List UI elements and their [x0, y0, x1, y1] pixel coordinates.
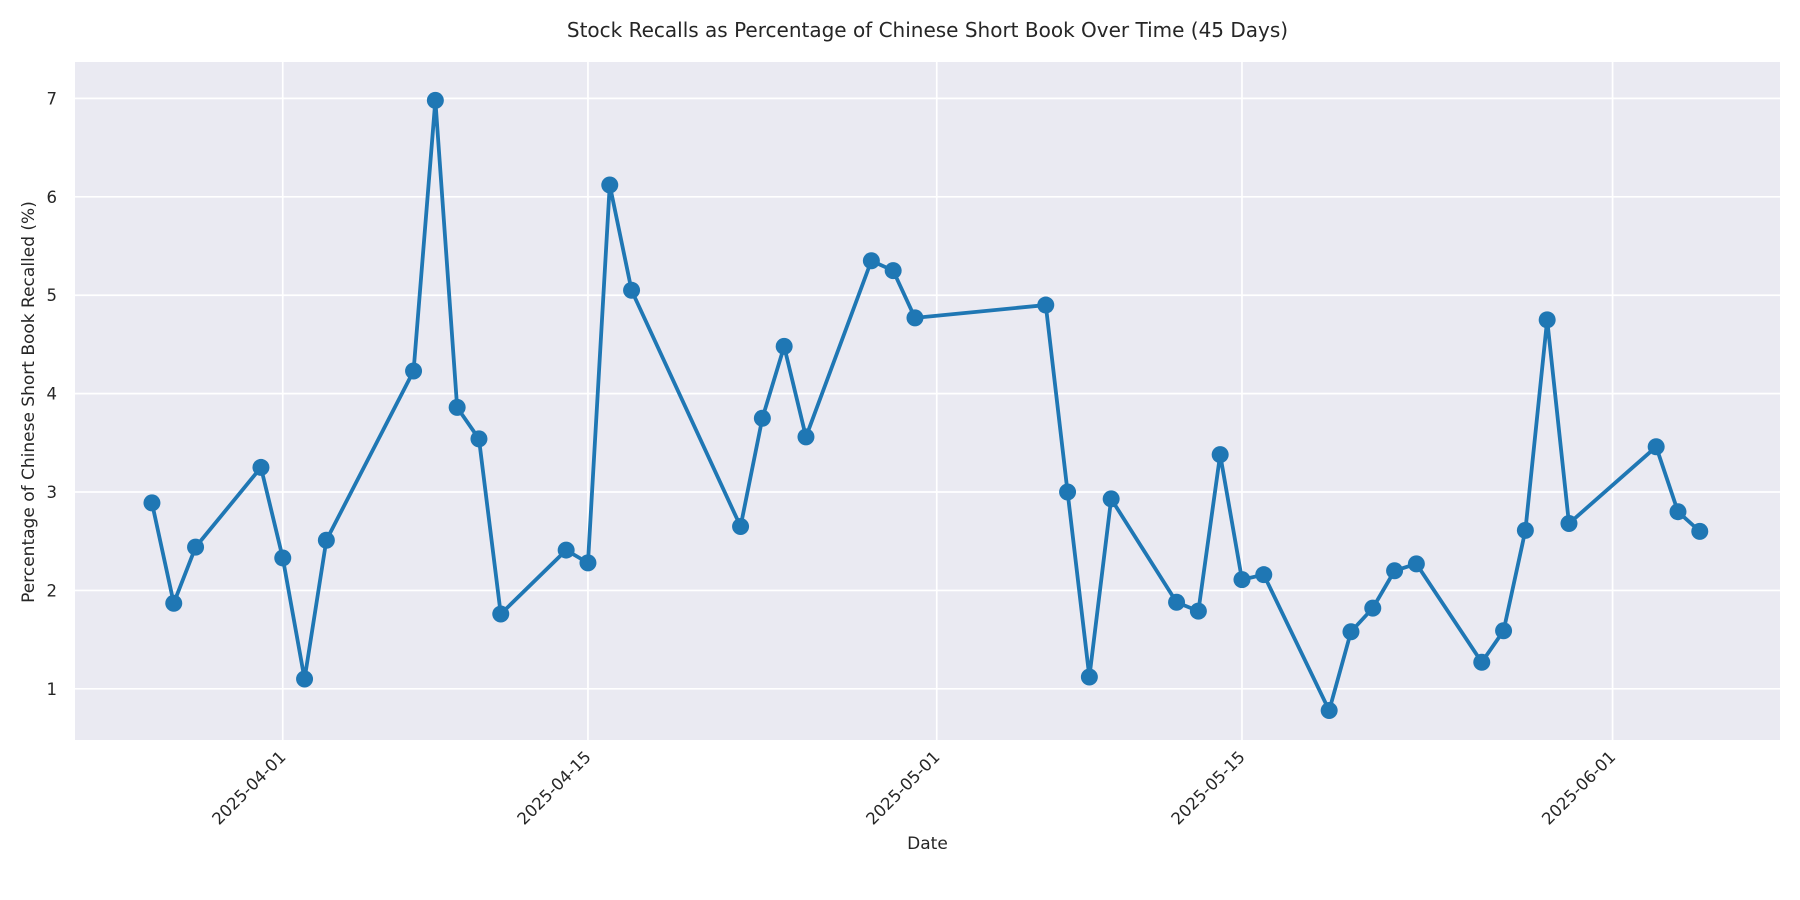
data-point — [1386, 562, 1404, 580]
data-point — [601, 176, 619, 194]
data-point — [1495, 622, 1513, 640]
data-point — [187, 538, 205, 556]
data-point — [884, 262, 902, 280]
data-point — [1080, 668, 1098, 686]
data-point — [1211, 446, 1229, 464]
y-tick-label: 6 — [47, 188, 58, 207]
data-point — [252, 458, 270, 476]
y-tick-label: 7 — [47, 89, 58, 108]
data-point — [492, 605, 510, 623]
data-point — [579, 554, 597, 572]
x-axis-label: Date — [907, 834, 948, 854]
data-point — [1647, 438, 1665, 456]
data-point — [797, 428, 815, 446]
y-tick-label: 4 — [47, 385, 58, 404]
data-point — [1560, 515, 1578, 533]
data-point — [732, 517, 750, 535]
data-point — [1407, 555, 1425, 573]
data-point — [426, 91, 444, 109]
data-point — [1168, 593, 1186, 611]
data-point — [1342, 623, 1360, 641]
x-tick-label: 2025-04-01 — [208, 747, 289, 828]
x-tick-label: 2025-04-15 — [514, 747, 595, 828]
data-point — [448, 398, 466, 416]
data-point — [296, 670, 314, 688]
plot-area — [75, 62, 1780, 740]
data-point — [1538, 311, 1556, 329]
data-point — [1516, 521, 1534, 539]
x-tick-label: 2025-05-01 — [862, 747, 943, 828]
data-point — [1691, 522, 1709, 540]
data-point — [1320, 701, 1338, 719]
data-point — [470, 430, 488, 448]
data-point — [274, 549, 292, 567]
data-point — [1669, 503, 1687, 521]
x-tick-label: 2025-05-15 — [1168, 747, 1249, 828]
data-point — [1233, 571, 1251, 589]
data-point — [906, 309, 924, 327]
data-point — [1102, 490, 1120, 508]
data-point — [862, 252, 880, 270]
y-tick-label: 1 — [47, 680, 58, 699]
data-point — [1255, 566, 1273, 584]
data-point — [557, 541, 575, 559]
data-point — [1059, 483, 1077, 501]
chart-title: Stock Recalls as Percentage of Chinese S… — [566, 18, 1289, 42]
data-point — [1473, 653, 1491, 671]
y-tick-label: 5 — [47, 286, 58, 305]
x-tick-label: 2025-06-01 — [1538, 747, 1619, 828]
data-point — [623, 281, 641, 299]
data-point — [775, 337, 793, 355]
data-point — [1364, 599, 1382, 617]
data-point — [317, 531, 335, 549]
data-point — [753, 409, 771, 427]
y-tick-label: 3 — [47, 483, 58, 502]
data-point — [165, 594, 183, 612]
y-tick-label: 2 — [47, 581, 58, 600]
data-point — [1189, 602, 1207, 620]
data-point — [405, 362, 423, 380]
data-point — [143, 494, 161, 512]
y-axis-label: Percentage of Chinese Short Book Recalle… — [19, 201, 39, 603]
data-point — [1037, 296, 1055, 314]
